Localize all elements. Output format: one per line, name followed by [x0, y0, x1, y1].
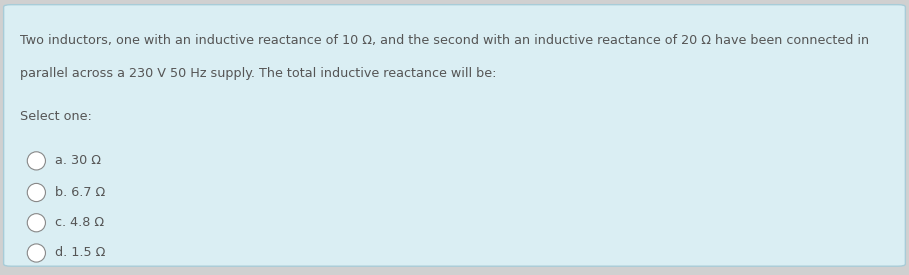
Ellipse shape	[27, 152, 45, 170]
Ellipse shape	[27, 244, 45, 262]
Ellipse shape	[27, 183, 45, 202]
Text: Select one:: Select one:	[20, 110, 92, 123]
Text: b. 6.7 Ω: b. 6.7 Ω	[55, 186, 105, 199]
Text: a. 30 Ω: a. 30 Ω	[55, 154, 101, 167]
Text: d. 1.5 Ω: d. 1.5 Ω	[55, 246, 105, 260]
Ellipse shape	[27, 214, 45, 232]
Text: parallel across a 230 V 50 Hz supply. The total inductive reactance will be:: parallel across a 230 V 50 Hz supply. Th…	[20, 67, 496, 80]
Text: c. 4.8 Ω: c. 4.8 Ω	[55, 216, 104, 229]
Text: Two inductors, one with an inductive reactance of 10 Ω, and the second with an i: Two inductors, one with an inductive rea…	[20, 34, 869, 47]
